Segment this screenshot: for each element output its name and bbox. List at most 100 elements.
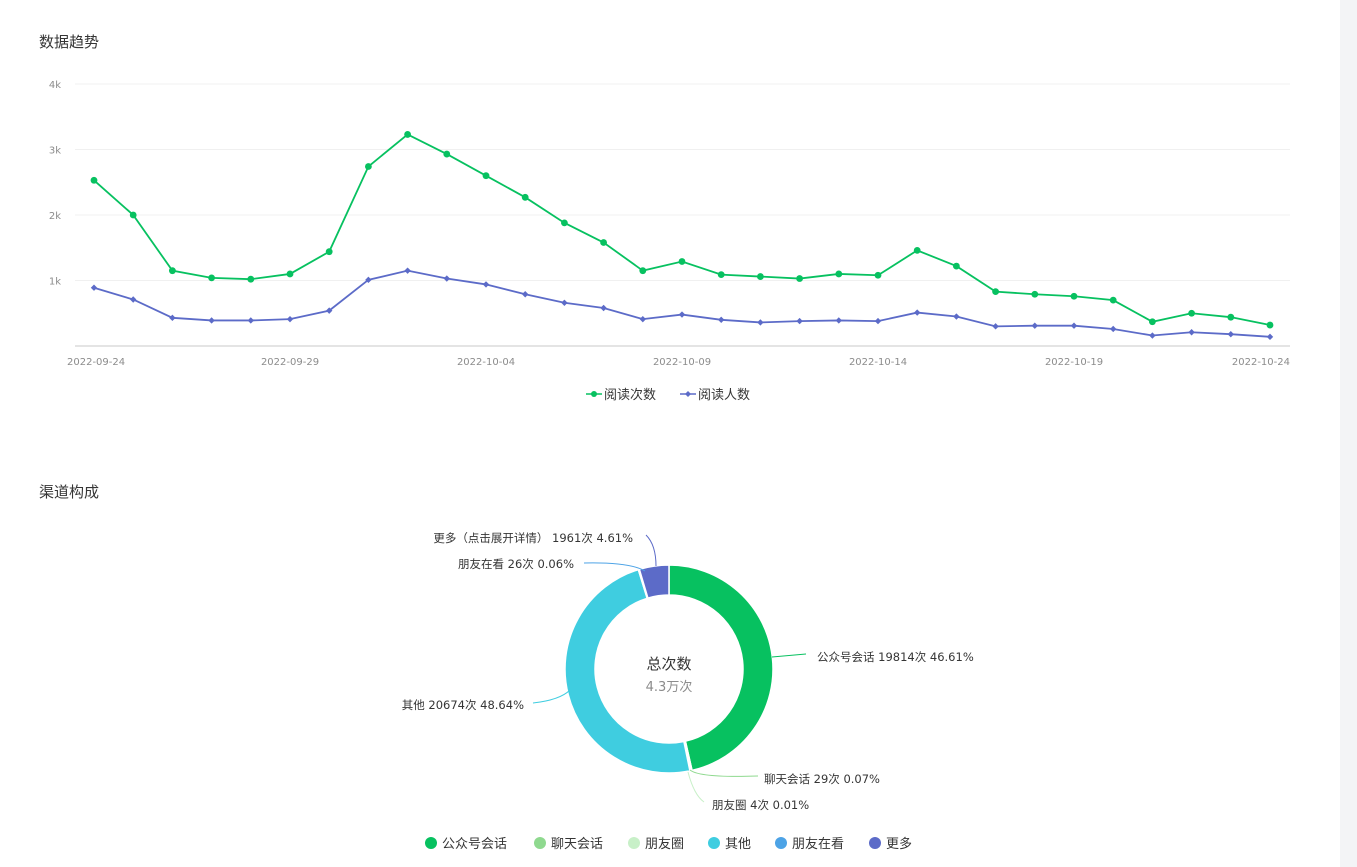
data-point (404, 131, 411, 138)
legend-dot[interactable] (708, 837, 720, 849)
slice-label: 朋友圈 4次 0.01% (712, 798, 809, 812)
data-point (404, 267, 411, 274)
data-point (130, 296, 137, 303)
data-point (874, 271, 882, 279)
legend-label[interactable]: 其他 (725, 837, 751, 852)
data-point (169, 267, 176, 275)
data-point (953, 313, 960, 320)
x-tick-label: 2022-09-29 (261, 357, 319, 368)
data-point (286, 270, 294, 278)
label-leader-line (645, 534, 657, 567)
legend-dot[interactable] (534, 837, 546, 849)
data-point (1031, 290, 1039, 298)
data-point (443, 150, 451, 158)
data-point (482, 281, 490, 288)
data-point (443, 275, 450, 282)
data-point (992, 288, 999, 296)
data-point (678, 258, 686, 265)
data-point (1188, 329, 1195, 336)
slice-label: 聊天会话 29次 0.07% (764, 772, 880, 786)
legend-marker[interactable] (685, 391, 691, 397)
data-point (208, 317, 215, 324)
data-point (522, 291, 529, 298)
data-point (325, 248, 333, 256)
legend-label[interactable]: 公众号会话 (442, 837, 507, 852)
donut-slice[interactable] (638, 564, 670, 599)
legend-label[interactable]: 聊天会话 (551, 837, 603, 852)
y-tick-label: 1k (49, 277, 61, 288)
data-point (286, 315, 294, 323)
data-point (1149, 318, 1156, 326)
legend-dot[interactable] (775, 837, 787, 849)
data-point (914, 309, 921, 316)
data-point (1110, 325, 1117, 333)
data-point (365, 163, 372, 170)
label-leader-line (771, 653, 807, 658)
data-point (992, 323, 999, 330)
label-leader-line (687, 771, 705, 803)
legend-dot[interactable] (425, 837, 437, 849)
legend-marker[interactable] (591, 391, 597, 397)
data-point (678, 311, 686, 318)
data-point (247, 317, 254, 324)
data-point (247, 275, 255, 283)
channel-donut-chart: 公众号会话 19814次 46.61% 聊天会话 29次 0.07% 朋友圈 4次 … (402, 531, 974, 812)
channel-legend[interactable]: 公众号会话 聊天会话 朋友圈 其他 朋友在看 更多 (425, 836, 912, 852)
data-point (1070, 322, 1078, 329)
data-point (365, 276, 372, 284)
data-point (718, 316, 725, 323)
data-point (796, 275, 803, 282)
data-point (521, 193, 529, 201)
data-point (639, 315, 646, 323)
donut-center-title: 总次数 (646, 655, 691, 673)
data-point (874, 317, 882, 325)
legend-label[interactable]: 朋友圈 (645, 836, 684, 852)
legend-label[interactable]: 阅读人数 (698, 388, 750, 403)
data-point (561, 299, 568, 306)
data-point (1227, 331, 1234, 338)
slice-label: 其他 20674次 48.64% (402, 698, 524, 712)
data-point (639, 267, 647, 275)
slice-label: 公众号会话 19814次 46.61% (817, 650, 974, 664)
data-point (757, 273, 764, 280)
data-point (1109, 296, 1117, 304)
data-point (90, 284, 98, 291)
legend-label[interactable]: 更多 (886, 836, 912, 852)
legend-label[interactable]: 朋友在看 (792, 836, 844, 852)
legend-dot[interactable] (628, 837, 640, 849)
data-point (561, 219, 568, 227)
data-point (90, 176, 98, 184)
trend-legend[interactable]: 阅读次数 阅读人数 (586, 387, 750, 403)
donut-center-value: 4.3万次 (646, 679, 693, 695)
x-tick-label: 2022-10-09 (653, 357, 711, 368)
legend-label[interactable]: 阅读次数 (604, 387, 656, 403)
legend-dot[interactable] (869, 837, 881, 849)
data-point (482, 172, 490, 180)
donut-slice[interactable] (668, 564, 774, 772)
data-point (1031, 322, 1038, 329)
data-point (208, 274, 216, 282)
data-point (1266, 333, 1274, 341)
label-leader-line (532, 689, 571, 704)
x-tick-label: 2022-10-04 (457, 357, 515, 368)
data-point (1070, 292, 1078, 300)
y-tick-label: 4k (49, 80, 61, 91)
data-point (953, 262, 960, 270)
donut-slice[interactable] (564, 568, 691, 774)
data-point (1227, 313, 1235, 321)
data-point (1149, 332, 1156, 339)
series-line-reads (93, 133, 1271, 326)
trend-line-chart: 1k 2k 3k 4k 2022-09-24 2022-09-29 2022-10-04 20… (49, 80, 1290, 368)
y-tick-label: 3k (49, 146, 61, 157)
data-point (326, 307, 333, 314)
data-point (1266, 321, 1274, 329)
scrollbar-track[interactable] (1340, 0, 1357, 867)
data-point (796, 317, 803, 325)
slice-label: 朋友在看 26次 0.06% (458, 557, 574, 571)
data-point (835, 317, 842, 324)
label-leader-line (583, 562, 646, 572)
x-tick-label: 2022-09-24 (67, 357, 125, 368)
data-point (717, 271, 725, 279)
x-tick-label: 2022-10-14 (849, 357, 907, 368)
